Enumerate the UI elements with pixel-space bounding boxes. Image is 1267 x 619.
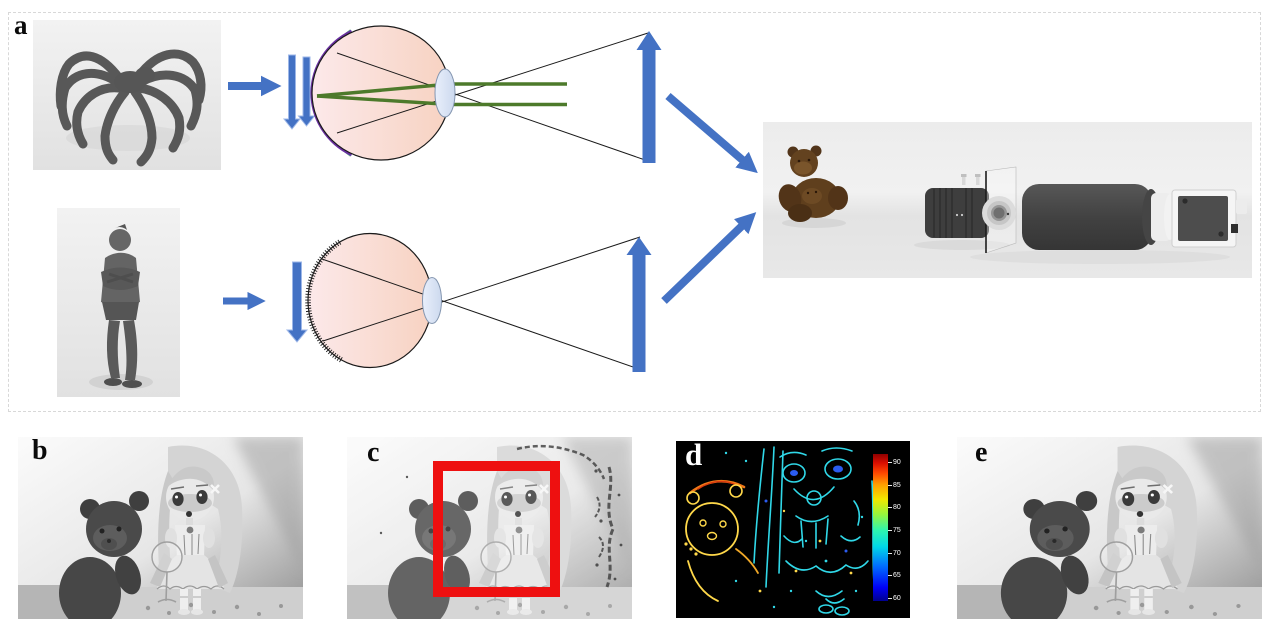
panel-label-a: a [14,10,28,40]
stimulus-arrows-top [282,54,316,130]
eye-diagram-bottom [305,232,641,369]
panel-e-image: e [957,437,1262,619]
colorbar [873,454,888,601]
retina-hatch [305,239,343,363]
event-smudges [516,444,615,588]
eye-diagram-top [310,25,649,162]
panel-label-e: e [975,437,988,468]
panel-label-b: b [32,437,48,466]
eye-lens-bottom [422,277,442,324]
panel-d-image: 90 85 80 75 70 65 60 d [676,441,910,618]
camera-render [1022,184,1247,250]
stimulus-arrow-bottom [285,261,309,343]
colorbar-tick: 80 [888,504,910,512]
colorbar-tick: 60 [888,595,910,603]
colorbar-tick: 65 [888,572,910,580]
colorbar-tick: 75 [888,527,910,535]
retinal-image-arrow-top [636,31,662,163]
colorbar-tick: 70 [888,550,910,558]
retinal-image-arrow-bottom [626,237,652,372]
figurine-photo-e [957,437,1262,619]
panel-label-c: c [367,437,380,468]
human-render [57,208,180,397]
arrow-bottom-to-scene [661,212,757,304]
roi-box [433,461,560,597]
camera-scene-render [763,122,1252,278]
spider-render [33,20,221,170]
arrow-top-to-scene [665,92,758,174]
colorbar-tick: 85 [888,482,910,490]
teddy-render [778,145,848,222]
colorbar-tick: 90 [888,459,910,467]
panel-b-image: b [18,437,303,619]
panel-c-image: c [347,437,632,619]
optical-schematic [33,20,1252,397]
eye-lens-top [434,68,456,118]
lens-render [925,166,1017,254]
figurine-photo-b [18,437,303,619]
panel-label-d: d [685,441,703,472]
